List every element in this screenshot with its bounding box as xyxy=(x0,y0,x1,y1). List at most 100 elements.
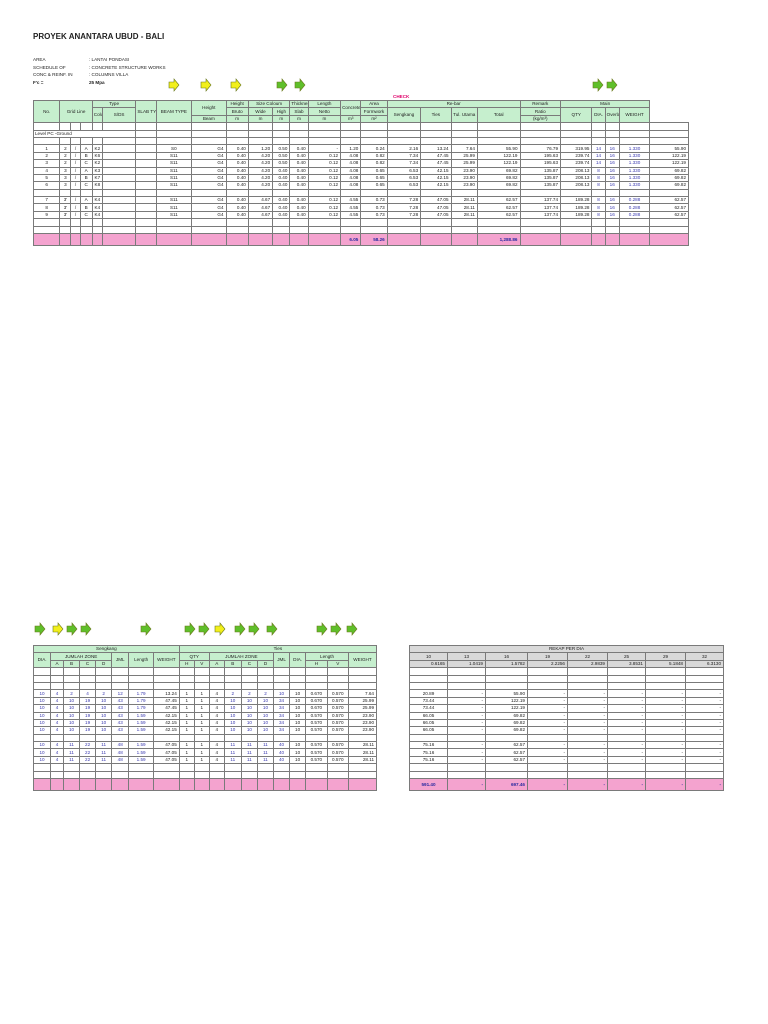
blank-cell xyxy=(326,733,349,743)
cell-jml2: 34 xyxy=(273,711,291,720)
table-row: 10 4 10 19 10 43 1.79 47.45 1 1 4 10 10 10 34 10 0.670 0.… xyxy=(32,704,378,713)
blank-cell xyxy=(128,770,154,780)
blank-cell xyxy=(272,218,291,227)
blank-cell xyxy=(567,674,608,683)
arrow-green-icon xyxy=(80,622,92,636)
blank-cell xyxy=(208,733,225,743)
cell-lv: 0.570 xyxy=(326,726,349,735)
blank-cell xyxy=(208,681,225,691)
blank-cell xyxy=(191,188,227,198)
header-d: D xyxy=(256,659,275,669)
cell-tot: 135.87 xyxy=(519,181,562,190)
blank-cell xyxy=(256,733,275,743)
blank-row xyxy=(32,188,689,198)
blank-cell xyxy=(59,188,72,198)
cell-qty: 8 xyxy=(591,203,606,212)
cell-d1: 10 xyxy=(32,689,52,698)
rekap-cell: - xyxy=(645,718,686,728)
header-grid-line: Grid Line xyxy=(59,99,93,124)
cell-th: 0.12 xyxy=(307,203,342,212)
cell-g2: B xyxy=(79,173,93,183)
blank-cell xyxy=(289,778,307,792)
meta-key: F'c = xyxy=(33,79,44,85)
blank-cell xyxy=(135,188,157,198)
cell-h: 0.40 xyxy=(289,151,309,161)
cell-hbr: 4.67 xyxy=(247,196,274,205)
rekap-cell: - xyxy=(527,726,568,735)
blank-cell xyxy=(208,770,225,780)
blank-cell xyxy=(347,763,378,772)
cell-a: 4 xyxy=(50,704,64,713)
table-row: 5 3/B K7 S11 G4 0.40 4.20 0.40 0.40 0.12 4.08 0.65 6… xyxy=(32,173,689,183)
blank-cell xyxy=(360,129,388,138)
table-row: 1 2/A K2 S0 G4 0.40 1.20 0.50 0.40-1.20 0.24 2.16 1… xyxy=(32,144,689,153)
meta-key: CONC & REINF. IN xyxy=(33,72,73,78)
header-overlap: Overlap xyxy=(604,107,620,124)
cell-sk: 42.15 xyxy=(420,173,452,183)
blank-cell xyxy=(307,218,342,227)
header-jml: JML xyxy=(111,652,130,669)
meta-value: : CONCRETE STRUCTURE WORKS xyxy=(89,64,166,70)
blank-cell xyxy=(567,763,608,772)
blank-cell xyxy=(307,233,342,247)
cell-c: 4 xyxy=(79,689,97,698)
cell-qv: 1 xyxy=(193,704,210,713)
meta-value: 25 Mpa xyxy=(89,79,105,85)
blank-cell xyxy=(645,667,686,676)
cell-d1: 10 xyxy=(32,748,52,757)
arrow-green-icon xyxy=(140,622,152,636)
cell-tul: 69.82 xyxy=(476,166,521,175)
blank-cell xyxy=(111,778,130,792)
cell-dd: 11 xyxy=(95,755,113,765)
cell-ta: 2 xyxy=(223,689,242,698)
cell-conc: 0.73 xyxy=(360,203,388,212)
cell-qty: 8 xyxy=(591,173,606,183)
blank-cell xyxy=(79,733,97,743)
blank-cell xyxy=(272,233,291,247)
cell-d1: 10 xyxy=(32,755,52,765)
blank-cell xyxy=(191,218,227,227)
blank-cell xyxy=(360,218,388,227)
blank-cell xyxy=(420,225,452,235)
blank-cell xyxy=(191,225,227,235)
cell-c: 19 xyxy=(79,704,97,713)
blank-cell xyxy=(326,667,349,676)
cell-ratio: 189.28 xyxy=(560,203,593,212)
cell-w: 0.40 xyxy=(272,173,291,183)
blank-cell xyxy=(607,770,646,780)
cell-tc: 10 xyxy=(256,696,275,706)
cell-w: 0.50 xyxy=(272,144,291,153)
blank-cell xyxy=(305,667,328,676)
cell-lv: 0.570 xyxy=(326,704,349,713)
cell-h: 0.40 xyxy=(289,181,309,190)
arrow-green-icon xyxy=(316,622,328,636)
blank-cell xyxy=(340,122,362,131)
blank-cell xyxy=(307,188,342,198)
totals-row xyxy=(32,778,378,792)
cell-jml: 48 xyxy=(111,755,130,765)
blank-cell xyxy=(289,188,309,198)
header-weight: 5.1848 xyxy=(645,659,686,669)
blank-cell xyxy=(607,763,646,772)
cell-w: 0.40 xyxy=(272,166,291,175)
cell-ln: 1.20 xyxy=(340,144,362,153)
blank-cell xyxy=(178,667,195,676)
cell-slab: S11 xyxy=(155,166,193,175)
blank-cell xyxy=(560,129,593,138)
cell-wt: 47.05 xyxy=(152,755,180,765)
header-beam-type: BEAM TYPE xyxy=(155,99,193,124)
cell-beam: G4 xyxy=(191,159,227,168)
cell-d1: 10 xyxy=(32,711,52,720)
blank-row xyxy=(32,681,378,691)
cell-g1: 2 xyxy=(59,144,72,153)
cell-lv: 0.570 xyxy=(326,748,349,757)
cell-dia: 16 xyxy=(604,203,620,212)
cell-col: K6 xyxy=(91,151,103,161)
header-dia: DIA. xyxy=(289,652,307,669)
cell-b: 10 xyxy=(62,696,81,706)
blank-cell xyxy=(111,763,130,772)
blank-cell xyxy=(32,763,52,772)
blank-cell xyxy=(591,129,606,138)
